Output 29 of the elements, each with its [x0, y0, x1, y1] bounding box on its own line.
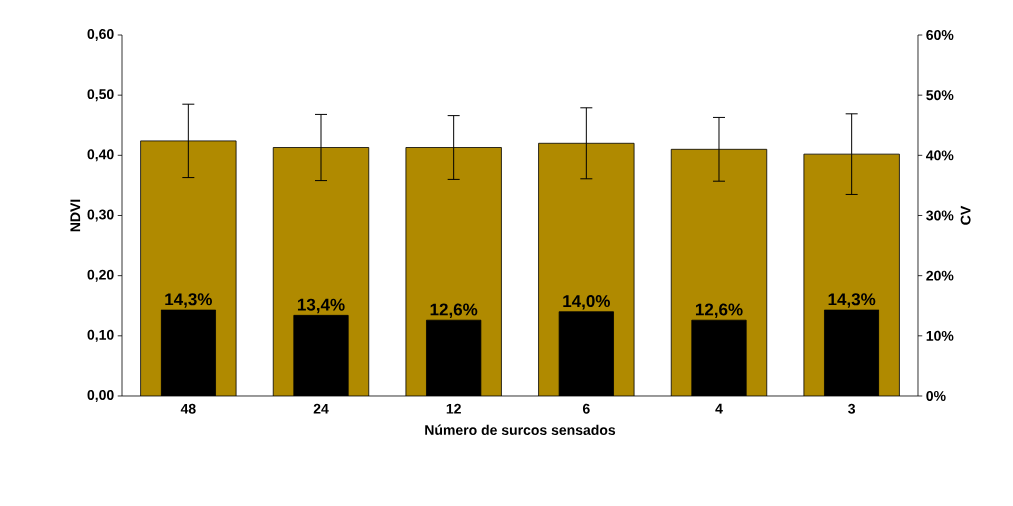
y2-tick-label: 60%	[926, 30, 954, 40]
y-tick-label: 0,00	[87, 390, 114, 402]
y2-tick-label: 30%	[926, 210, 954, 221]
x-tick-label: 3	[848, 403, 856, 414]
y2-tick-label: 40%	[926, 150, 954, 161]
data-label: 14,3%	[828, 293, 876, 308]
y-tick-label: 0,40	[87, 149, 114, 162]
x-tick-label: 6	[582, 403, 590, 414]
y-tick-label: 0,20	[87, 269, 114, 282]
y-tick-label: 0,10	[87, 329, 114, 342]
x-tick-label: 48	[180, 403, 196, 414]
data-label: 12,6%	[430, 303, 478, 318]
x-tick-label: 12	[446, 403, 461, 414]
data-label: 14,3%	[165, 293, 212, 308]
data-label: 14,0%	[563, 295, 610, 310]
y2-axis-title: CV	[960, 205, 971, 225]
y2-tick-label: 50%	[926, 90, 954, 101]
x-tick-label: 24	[313, 403, 329, 414]
y-tick-label: 0,30	[87, 209, 114, 222]
x-axis-title: Número de surcos sensados	[425, 424, 616, 435]
y-axis-title: NDVI	[70, 199, 81, 232]
x-tick-label: 4	[715, 403, 723, 414]
data-label: 13,4%	[297, 298, 345, 314]
y2-tick-label: 20%	[926, 270, 954, 281]
y-tick-label: 0,60	[87, 29, 114, 41]
y2-tick-label: 10%	[926, 330, 954, 341]
y2-tick-label: 0%	[926, 391, 946, 401]
data-label: 12,6%	[695, 303, 743, 318]
y-tick-label: 0,50	[87, 89, 114, 102]
